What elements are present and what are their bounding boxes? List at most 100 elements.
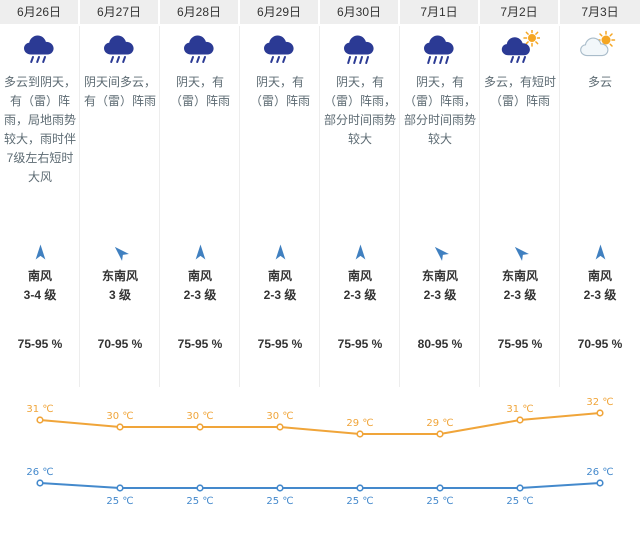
day-column: 7月1日 阴天，有（雷）阵雨，部分时间雨势较大 东南风 2-3 级 80-95 … — [400, 0, 480, 387]
rain-cloud-icon — [0, 30, 80, 64]
temp-point — [516, 416, 524, 424]
temperature-trend-chart: 31 ℃ 30 ℃ 30 ℃ 30 ℃ 29 ℃ 29 ℃ 31 ℃ 32 ℃ 26 ℃ 25 ℃… — [26, 397, 613, 507]
temp-label: 29 ℃ — [346, 418, 373, 429]
temp-point — [356, 484, 364, 492]
partly-cloudy-icon — [560, 30, 640, 64]
temp-label: 25 ℃ — [106, 496, 133, 507]
temp-point — [276, 484, 284, 492]
temp-point — [196, 484, 204, 492]
day-date: 7月3日 — [560, 0, 640, 24]
wind-info: 东南风 2-3 级 — [480, 267, 560, 305]
wind-info: 南风 3-4 级 — [0, 267, 80, 305]
temp-label: 30 ℃ — [266, 411, 293, 422]
temp-label: 30 ℃ — [186, 411, 213, 422]
wind-level: 2-3 级 — [583, 288, 617, 302]
wind-direction-icon — [80, 242, 160, 262]
day-date: 7月2日 — [480, 0, 560, 24]
humidity-range: 80-95 % — [417, 337, 463, 351]
weather-description: 多云，有短时（雷）阵雨 — [484, 75, 557, 108]
wind-info: 南风 2-3 级 — [240, 267, 320, 305]
day-date: 6月29日 — [240, 0, 320, 24]
day-column: 6月27日 阴天间多云，有（雷）阵雨 东南风 3 级 70-95 % — [80, 0, 160, 387]
temp-label: 25 ℃ — [266, 496, 293, 507]
weather-description: 阴天，有（雷）阵雨，部分时间雨势较大 — [324, 75, 397, 146]
wind-level: 2-3 级 — [263, 288, 297, 302]
wind-info: 东南风 2-3 级 — [400, 267, 480, 305]
wind-direction: 南风 — [587, 269, 612, 283]
wind-info: 南风 2-3 级 — [160, 267, 240, 305]
temp-label: 29 ℃ — [426, 418, 453, 429]
temp-label: 26 ℃ — [586, 467, 613, 478]
wind-direction: 南风 — [347, 269, 372, 283]
day-date: 6月30日 — [320, 0, 400, 24]
high-temp-line — [39, 412, 601, 435]
temp-point — [436, 430, 444, 438]
wind-info: 南风 2-3 级 — [320, 267, 400, 305]
temp-label: 26 ℃ — [26, 467, 53, 478]
humidity-range: 75-95 % — [337, 337, 383, 351]
humidity-range: 70-95 % — [97, 337, 143, 351]
temp-point — [276, 423, 284, 431]
wind-direction-icon — [160, 242, 240, 262]
wind-level: 2-3 级 — [503, 288, 537, 302]
wind-direction-icon — [320, 242, 400, 262]
humidity-range: 75-95 % — [17, 337, 63, 351]
humidity-range: 75-95 % — [177, 337, 223, 351]
temp-label: 25 ℃ — [346, 496, 373, 507]
weather-description: 多云 — [587, 75, 612, 89]
temp-label: 32 ℃ — [586, 397, 613, 408]
weather-description: 阴天间多云，有（雷）阵雨 — [84, 75, 157, 108]
rain-cloud-icon — [160, 30, 240, 64]
wind-direction: 南风 — [27, 269, 52, 283]
temp-label: 25 ℃ — [506, 496, 533, 507]
temp-point — [436, 484, 444, 492]
temp-label: 25 ℃ — [186, 496, 213, 507]
weather-description: 多云到阴天，有（雷）阵雨，局地雨势较大，雨时伴7级左右短时大风 — [4, 75, 77, 184]
temp-point — [36, 416, 44, 424]
day-date: 6月28日 — [160, 0, 240, 24]
temp-point — [116, 484, 124, 492]
wind-level: 2-3 级 — [343, 288, 377, 302]
wind-direction-icon — [400, 242, 480, 262]
wind-direction-icon — [240, 242, 320, 262]
temp-point — [516, 484, 524, 492]
heavy-rain-cloud-icon — [400, 30, 480, 64]
day-date: 6月26日 — [0, 0, 80, 24]
temp-label: 25 ℃ — [426, 496, 453, 507]
temp-point — [596, 479, 604, 487]
wind-direction-icon — [480, 242, 560, 262]
day-column: 6月28日 阴天，有（雷）阵雨 南风 2-3 级 75-95 % — [160, 0, 240, 387]
wind-level: 2-3 级 — [183, 288, 217, 302]
sun-shower-icon — [480, 30, 560, 64]
low-temp-line — [39, 482, 601, 489]
temp-point — [196, 423, 204, 431]
wind-level: 3 级 — [108, 288, 131, 302]
weather-description: 阴天，有（雷）阵雨 — [169, 75, 230, 108]
day-column: 6月26日 多云到阴天，有（雷）阵雨，局地雨势较大，雨时伴7级左右短时大风 南风… — [0, 0, 80, 387]
wind-direction: 南风 — [187, 269, 212, 283]
temp-point — [596, 409, 604, 417]
rain-cloud-icon — [80, 30, 160, 64]
temp-point — [116, 423, 124, 431]
humidity-range: 75-95 % — [497, 337, 543, 351]
weather-description: 阴天，有（雷）阵雨，部分时间雨势较大 — [404, 75, 477, 146]
wind-level: 2-3 级 — [423, 288, 457, 302]
day-column: 7月3日 多云 南风 2-3 级 70-95 % — [560, 0, 640, 387]
temp-label: 30 ℃ — [106, 411, 133, 422]
day-column: 7月2日 多云，有短时（雷）阵雨 东南风 2-3 级 75-95 % — [480, 0, 560, 387]
day-date: 6月27日 — [80, 0, 160, 24]
wind-direction: 东南风 — [101, 269, 138, 283]
rain-cloud-icon — [240, 30, 320, 64]
wind-direction: 东南风 — [421, 269, 458, 283]
wind-info: 南风 2-3 级 — [560, 267, 640, 305]
day-column: 6月30日 阴天，有（雷）阵雨，部分时间雨势较大 南风 2-3 级 75-95 … — [320, 0, 400, 387]
wind-info: 东南风 3 级 — [80, 267, 160, 305]
temp-point — [36, 479, 44, 487]
temp-label: 31 ℃ — [506, 404, 533, 415]
day-date: 7月1日 — [400, 0, 480, 24]
forecast-columns: 6月26日 多云到阴天，有（雷）阵雨，局地雨势较大，雨时伴7级左右短时大风 南风… — [0, 0, 640, 387]
heavy-rain-cloud-icon — [320, 30, 400, 64]
wind-level: 3-4 级 — [23, 288, 57, 302]
temp-label: 31 ℃ — [26, 404, 53, 415]
wind-direction-icon — [560, 242, 640, 262]
